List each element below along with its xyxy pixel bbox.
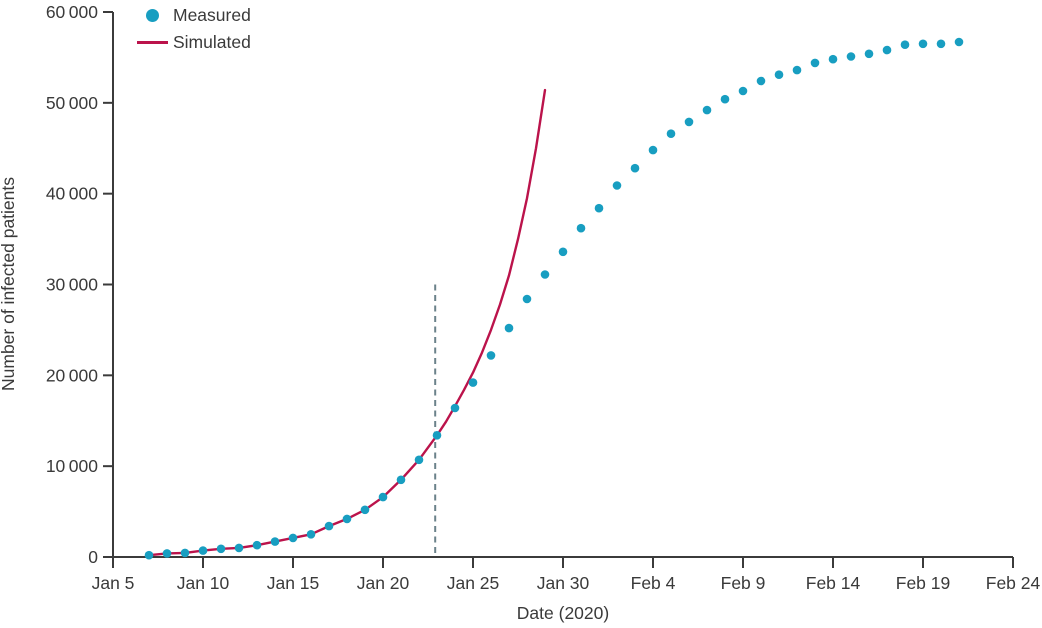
x-axis-title: Date (2020) [516,603,610,623]
y-tick-label: 30 000 [46,275,98,295]
legend: Measured Simulated [136,2,251,56]
x-tick-label: Jan 5 [92,573,135,593]
measured-point [162,549,172,558]
measured-point [612,181,622,190]
measured-point [774,70,784,79]
legend-label-simulated: Simulated [173,32,251,52]
measured-point [576,223,586,233]
measured-point [666,129,676,138]
measured-point [270,537,280,546]
x-tick-label: Jan 20 [357,573,410,593]
measured-point [324,521,334,531]
legend-label-measured: Measured [173,5,251,25]
measured-point [738,86,748,96]
y-tick-label: 20 000 [46,365,98,385]
measured-point [288,533,298,543]
measured-point [918,39,928,49]
measured-dot-icon [146,9,159,22]
x-tick-label: Jan 10 [177,573,230,593]
x-tick-label: Feb 4 [631,573,676,593]
x-tick-label: Jan 25 [447,573,500,593]
measured-point [954,37,964,47]
y-tick-label: 0 [88,547,98,567]
measured-point [360,505,370,515]
measured-point [414,455,424,465]
x-tick-label: Jan 15 [267,573,320,593]
x-tick-label: Feb 19 [896,573,950,593]
measured-point [180,548,190,558]
measured-point [522,294,532,304]
y-tick-label: 50 000 [46,93,98,113]
y-tick-label: 40 000 [46,184,98,204]
measured-point [630,163,640,173]
measured-point [378,492,388,502]
measured-point [468,378,478,387]
measured-point [432,431,442,440]
legend-marker-box [136,9,169,22]
measured-point [144,550,154,560]
measured-point [882,45,892,55]
x-tick-label: Jan 30 [537,573,590,593]
measured-point [306,530,316,539]
measured-point [684,117,694,127]
measured-point [702,105,712,115]
simulated-line-icon [137,41,168,44]
measured-point [594,203,604,213]
measured-point [396,475,406,485]
measured-point [234,543,244,553]
measured-point [252,540,262,550]
x-tick-label: Feb 24 [986,573,1041,593]
measured-point [792,65,802,75]
measured-point [720,94,730,104]
measured-point [846,52,856,61]
y-tick-label: 60 000 [46,2,98,22]
measured-point [558,247,568,257]
measured-point [648,145,658,155]
measured-point [342,514,352,524]
y-tick-label: 10 000 [46,456,98,476]
measured-point [936,39,946,49]
legend-item-measured: Measured [136,2,251,29]
measured-point [810,58,820,68]
x-tick-label: Feb 9 [721,573,766,593]
measured-point [450,403,460,413]
measured-point [900,40,910,49]
measured-point [486,351,496,360]
simulated-line [147,88,547,557]
measured-point [504,323,514,333]
measured-point [216,544,226,554]
legend-marker-box [136,41,169,44]
measured-point [540,270,550,279]
measured-point [198,546,208,555]
y-axis-title: Number of infected patients [0,176,18,392]
measured-point [828,54,838,64]
x-tick-label: Feb 14 [806,573,861,593]
measured-point [864,49,874,59]
measured-point [756,76,766,86]
legend-item-simulated: Simulated [136,29,251,56]
